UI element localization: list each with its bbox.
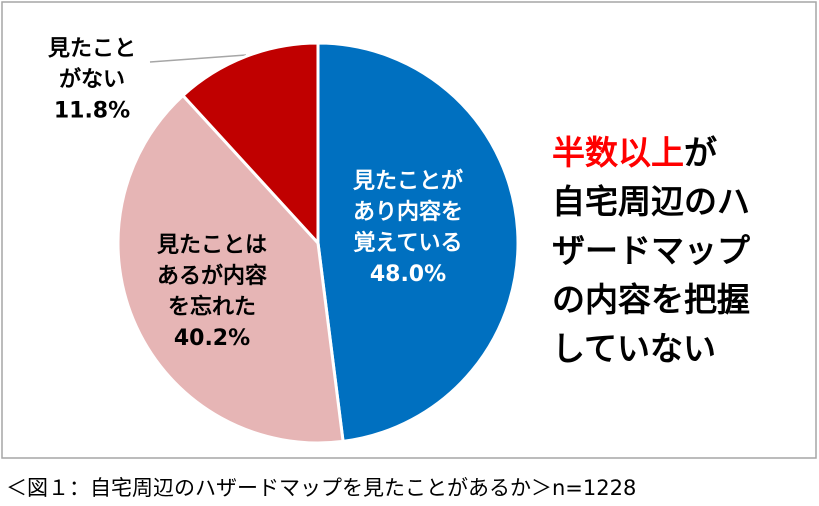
slice-label: 見たこと がない 11.8% <box>48 34 136 127</box>
pie-slice <box>180 41 320 247</box>
leader-line <box>149 54 247 63</box>
pie-slice <box>316 41 520 444</box>
value-label: 11.8% <box>53 98 131 124</box>
caption: ＜図１：自宅周辺のハザードマップを見たことがあるか＞n=1228 <box>6 476 637 500</box>
annotation: 半数以上が 自宅周辺のハ ザードマップ の内容を把握 していない <box>552 128 750 373</box>
category-label: 見たことは あるが内容 を忘れた <box>156 233 268 320</box>
value-label: 40.2% <box>173 326 251 351</box>
category-label: 見たこと がない <box>47 36 137 93</box>
pie-slice <box>116 93 345 445</box>
value-label: 48.0% <box>369 262 447 287</box>
slice-label: 見たことは あるが内容 を忘れた 40.2% <box>157 230 267 354</box>
annotation-text: が 自宅周辺のハ ザードマップ の内容を把握 していない <box>552 133 750 368</box>
chart-frame <box>1 1 817 459</box>
category-label: 見たことが あり内容を 覚えている <box>352 169 464 256</box>
annotation-highlight: 半数以上 <box>552 133 684 172</box>
slice-label: 見たことが あり内容を 覚えている 48.0% <box>353 166 463 290</box>
